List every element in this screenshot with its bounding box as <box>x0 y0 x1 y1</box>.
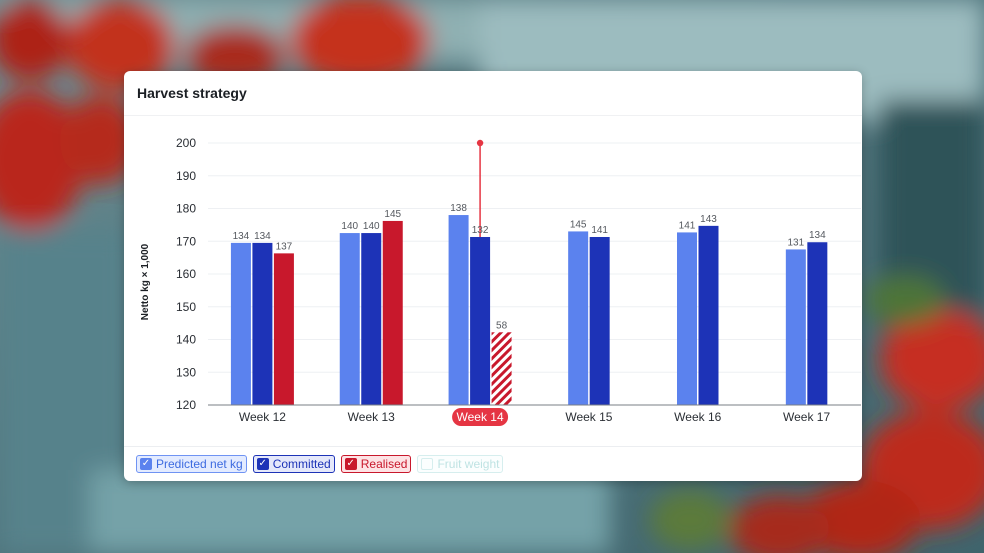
legend-label: Committed <box>272 457 331 471</box>
bar-1 <box>252 242 273 405</box>
harvest-strategy-card: Harvest strategy 120 130 140 150 160 170 180 19… <box>124 71 862 481</box>
bar-1 <box>470 236 491 405</box>
data-label: 131 <box>787 237 804 248</box>
x-tick-label: Week 15 <box>565 410 612 424</box>
y-tick-label: 170 <box>176 234 196 248</box>
bar-0 <box>448 215 469 405</box>
data-label: 145 <box>570 219 587 230</box>
data-label: 140 <box>363 221 380 232</box>
checkbox-checked-icon: ✓ <box>256 458 269 470</box>
bar-0 <box>339 233 360 405</box>
data-label: 143 <box>700 214 717 225</box>
data-label: 138 <box>450 203 467 214</box>
bar-0 <box>677 232 697 405</box>
title-divider <box>124 115 862 116</box>
x-tick-label: Week 12 <box>239 410 286 424</box>
legend: ✓ Predicted net kg ✓ Committed ✓ Realise… <box>136 454 504 474</box>
legend-committed-toggle[interactable]: ✓ Committed <box>252 455 335 473</box>
y-tick-label: 160 <box>176 267 196 281</box>
bar-1 <box>698 225 719 405</box>
y-axis-label: Netto kg × 1,000 <box>140 243 151 320</box>
week-marker-dot <box>476 139 484 147</box>
legend-predicted-toggle[interactable]: ✓ Predicted net kg <box>136 455 247 473</box>
card-title: Harvest strategy <box>137 85 247 101</box>
bar-0 <box>785 249 806 405</box>
legend-divider <box>124 446 862 447</box>
x-tick-label: Week 14 <box>457 410 504 424</box>
checkbox-checked-icon: ✓ <box>344 458 357 470</box>
bar-1 <box>807 242 828 405</box>
bar-1 <box>361 233 382 405</box>
data-label: 132 <box>472 225 489 236</box>
y-tick-label: 130 <box>176 365 196 379</box>
bar-1 <box>589 236 610 405</box>
y-tick-label: 140 <box>176 333 196 347</box>
legend-realised-toggle[interactable]: ✓ Realised <box>340 455 412 473</box>
bar-realised <box>382 220 403 405</box>
x-tick-label: Week 13 <box>348 410 395 424</box>
bar-2 <box>273 253 294 405</box>
data-label: 137 <box>276 241 293 252</box>
y-tick-label: 150 <box>176 300 196 314</box>
x-tick-label: Week 17 <box>783 410 830 424</box>
bar-0 <box>568 231 589 405</box>
y-tick-label: 200 <box>176 136 196 150</box>
y-tick-label: 190 <box>176 169 196 183</box>
harvest-bar-chart: 120 130 140 150 160 170 180 190 200 Netto kg × 1,… <box>140 136 861 426</box>
y-tick-label: 180 <box>176 202 196 216</box>
data-label: 140 <box>341 221 358 232</box>
data-label: 145 <box>384 209 401 220</box>
legend-fruit-weight-toggle[interactable]: Fruit weight <box>417 455 504 473</box>
data-label: 141 <box>679 220 696 231</box>
bar-0 <box>230 242 251 405</box>
data-label: 141 <box>591 225 608 236</box>
data-label: 134 <box>233 231 250 242</box>
data-label: 134 <box>809 230 826 241</box>
data-label: 134 <box>254 231 271 242</box>
legend-label: Realised <box>360 457 408 471</box>
legend-label: Predicted net kg <box>156 457 243 471</box>
highlight-pill <box>452 408 509 426</box>
y-tick-label: 120 <box>176 398 196 412</box>
legend-label: Fruit weight <box>437 457 500 471</box>
checkbox-unchecked-icon <box>421 458 434 470</box>
data-label: 58 <box>496 320 508 331</box>
bar-realised <box>491 332 512 405</box>
x-tick-label: Week 16 <box>674 410 721 424</box>
checkbox-checked-icon: ✓ <box>140 458 152 470</box>
